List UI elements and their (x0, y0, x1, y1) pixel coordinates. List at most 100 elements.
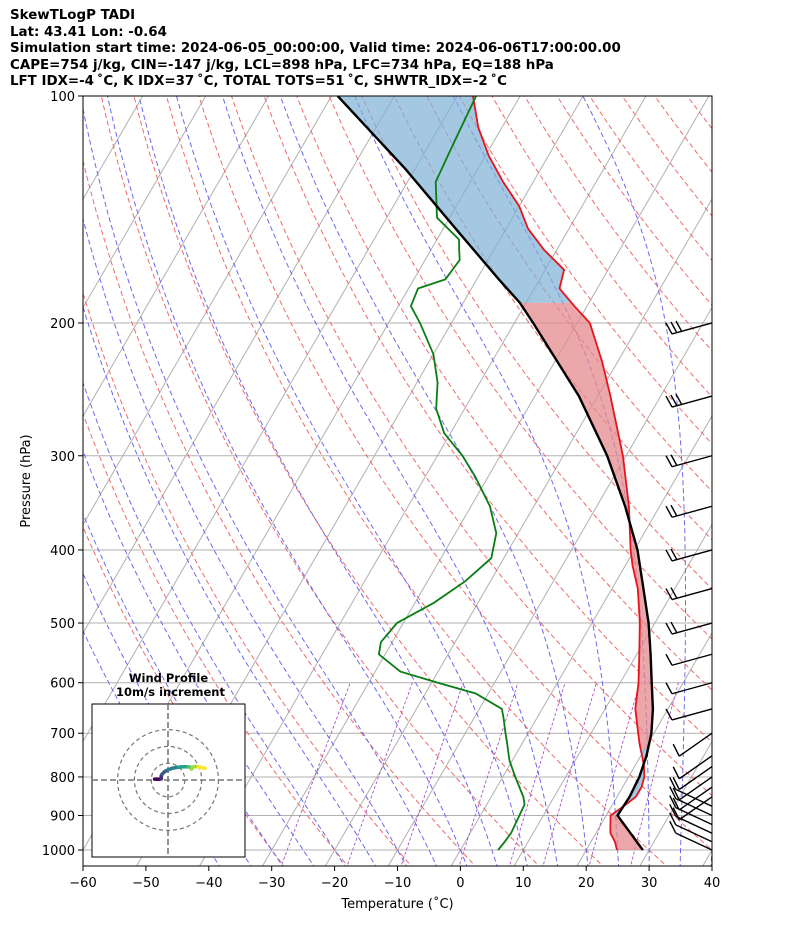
hodograph-trace (199, 765, 207, 770)
barb-flag (669, 777, 677, 790)
dry-adiabat (621, 96, 712, 217)
barb-shaft (671, 708, 713, 721)
barb-shaft (678, 765, 713, 791)
x-tick-label: −20 (321, 876, 348, 891)
wind-barb (669, 812, 713, 843)
wind-barb (665, 320, 713, 335)
mixing-ratio-line (508, 682, 566, 866)
moist-adiabat (83, 106, 438, 866)
barb-flag (670, 587, 678, 599)
dry-adiabat (165, 96, 668, 866)
isotherm-line (83, 96, 270, 418)
hodograph-subtitle: 10m/s increment (116, 685, 225, 699)
wind-barb (665, 682, 713, 695)
isotherm-line (0, 61, 100, 881)
moist-adiabat (83, 381, 346, 866)
dry-adiabat (230, 96, 712, 797)
dry-adiabat (83, 291, 413, 866)
barb-flag (669, 795, 677, 808)
wind-barb (672, 732, 713, 757)
title-line: SkewTLogP TADI (10, 8, 136, 23)
barb-flag (665, 622, 673, 635)
x-tick-label: −30 (258, 876, 285, 891)
barb-flag (665, 322, 673, 335)
moist-adiabat (107, 96, 468, 866)
wind-barb (665, 504, 713, 518)
barb-flag (670, 548, 678, 561)
y-tick-label: 900 (50, 810, 75, 825)
barb-shaft (678, 786, 713, 811)
dry-adiabat (426, 96, 712, 492)
x-tick-label: 0 (456, 876, 464, 891)
dry-adiabat (328, 96, 712, 640)
barb-shaft (678, 755, 713, 780)
dry-adiabat (83, 525, 285, 866)
mixing-ratio-line (346, 682, 413, 866)
barb-flag (665, 682, 673, 695)
parcel-profile (336, 96, 655, 851)
barb-shaft (675, 806, 713, 826)
barb-flag (665, 395, 673, 408)
dry-adiabat (83, 158, 476, 866)
dry-adiabat (707, 79, 794, 869)
dry-adiabat (361, 96, 712, 590)
wind-barb (665, 393, 713, 408)
hodograph-title: Wind Profile (129, 671, 209, 685)
time-line: Simulation start time: 2024-06-05_00:00:… (10, 41, 621, 56)
wind-barb (672, 776, 713, 801)
isotherm-line (83, 96, 144, 201)
mixing-ratio-line (400, 682, 464, 866)
hodograph-plot (92, 704, 245, 857)
isotherm-line (576, 632, 712, 866)
barb-shaft (671, 622, 713, 635)
wind-barb (665, 621, 713, 635)
barb-shaft (671, 322, 713, 335)
barb-shaft (675, 832, 713, 851)
mixing-ratio-line (280, 682, 351, 866)
wind-barb (665, 454, 713, 468)
dry-adiabat (133, 96, 604, 866)
isotherm-line (450, 415, 712, 866)
x-tick-label: −40 (195, 876, 222, 891)
barb-flag (670, 621, 678, 634)
moist-adiabat (138, 96, 498, 866)
isotherm-line (513, 523, 712, 866)
wind-barb (669, 786, 713, 817)
dry-adiabat (296, 96, 712, 691)
isotherm-line (757, 61, 794, 881)
wind-barb (672, 796, 713, 821)
dry-adiabat (654, 96, 712, 173)
plot-area (0, 61, 794, 881)
moist-adiabat (582, 96, 686, 866)
y-tick-label: 500 (50, 617, 75, 632)
barb-flag (670, 321, 678, 334)
barb-flag (670, 454, 678, 467)
dry-adiabat (739, 79, 794, 869)
cin-region (611, 748, 648, 815)
moist-adiabat (83, 512, 284, 866)
plot-header: SkewTLogP TADI Lat: 43.41 Lon: -0.64 Sim… (10, 8, 621, 91)
mixing-ratio-line (588, 682, 641, 866)
indices-line-2: LFT IDX=-4 ˚C, K IDX=37 ˚C, TOTAL TOTS=5… (10, 74, 507, 89)
x-tick-label: 40 (704, 876, 721, 891)
y-tick-label: 800 (50, 771, 75, 786)
wind-barb (672, 755, 713, 780)
barb-shaft (671, 455, 713, 468)
barb-shaft (671, 587, 713, 601)
dry-adiabat (556, 96, 712, 306)
x-tick-label: 20 (578, 876, 595, 891)
y-axis-label: Pressure (hPa) (19, 434, 34, 527)
barb-flag (665, 455, 673, 468)
barb-flag (669, 812, 677, 826)
dry-adiabat (686, 96, 712, 130)
dry-adiabat (198, 96, 712, 851)
barb-shaft (675, 788, 713, 807)
barb-shaft (671, 505, 713, 518)
wind-barb (672, 786, 713, 811)
wind-barb (669, 820, 713, 851)
y-tick-label: 100 (50, 90, 75, 105)
barb-flag (675, 320, 683, 333)
barb-flag (672, 777, 680, 790)
indices-line: CAPE=754 j/kg, CIN=-147 j/kg, LCL=898 hP… (10, 57, 554, 73)
